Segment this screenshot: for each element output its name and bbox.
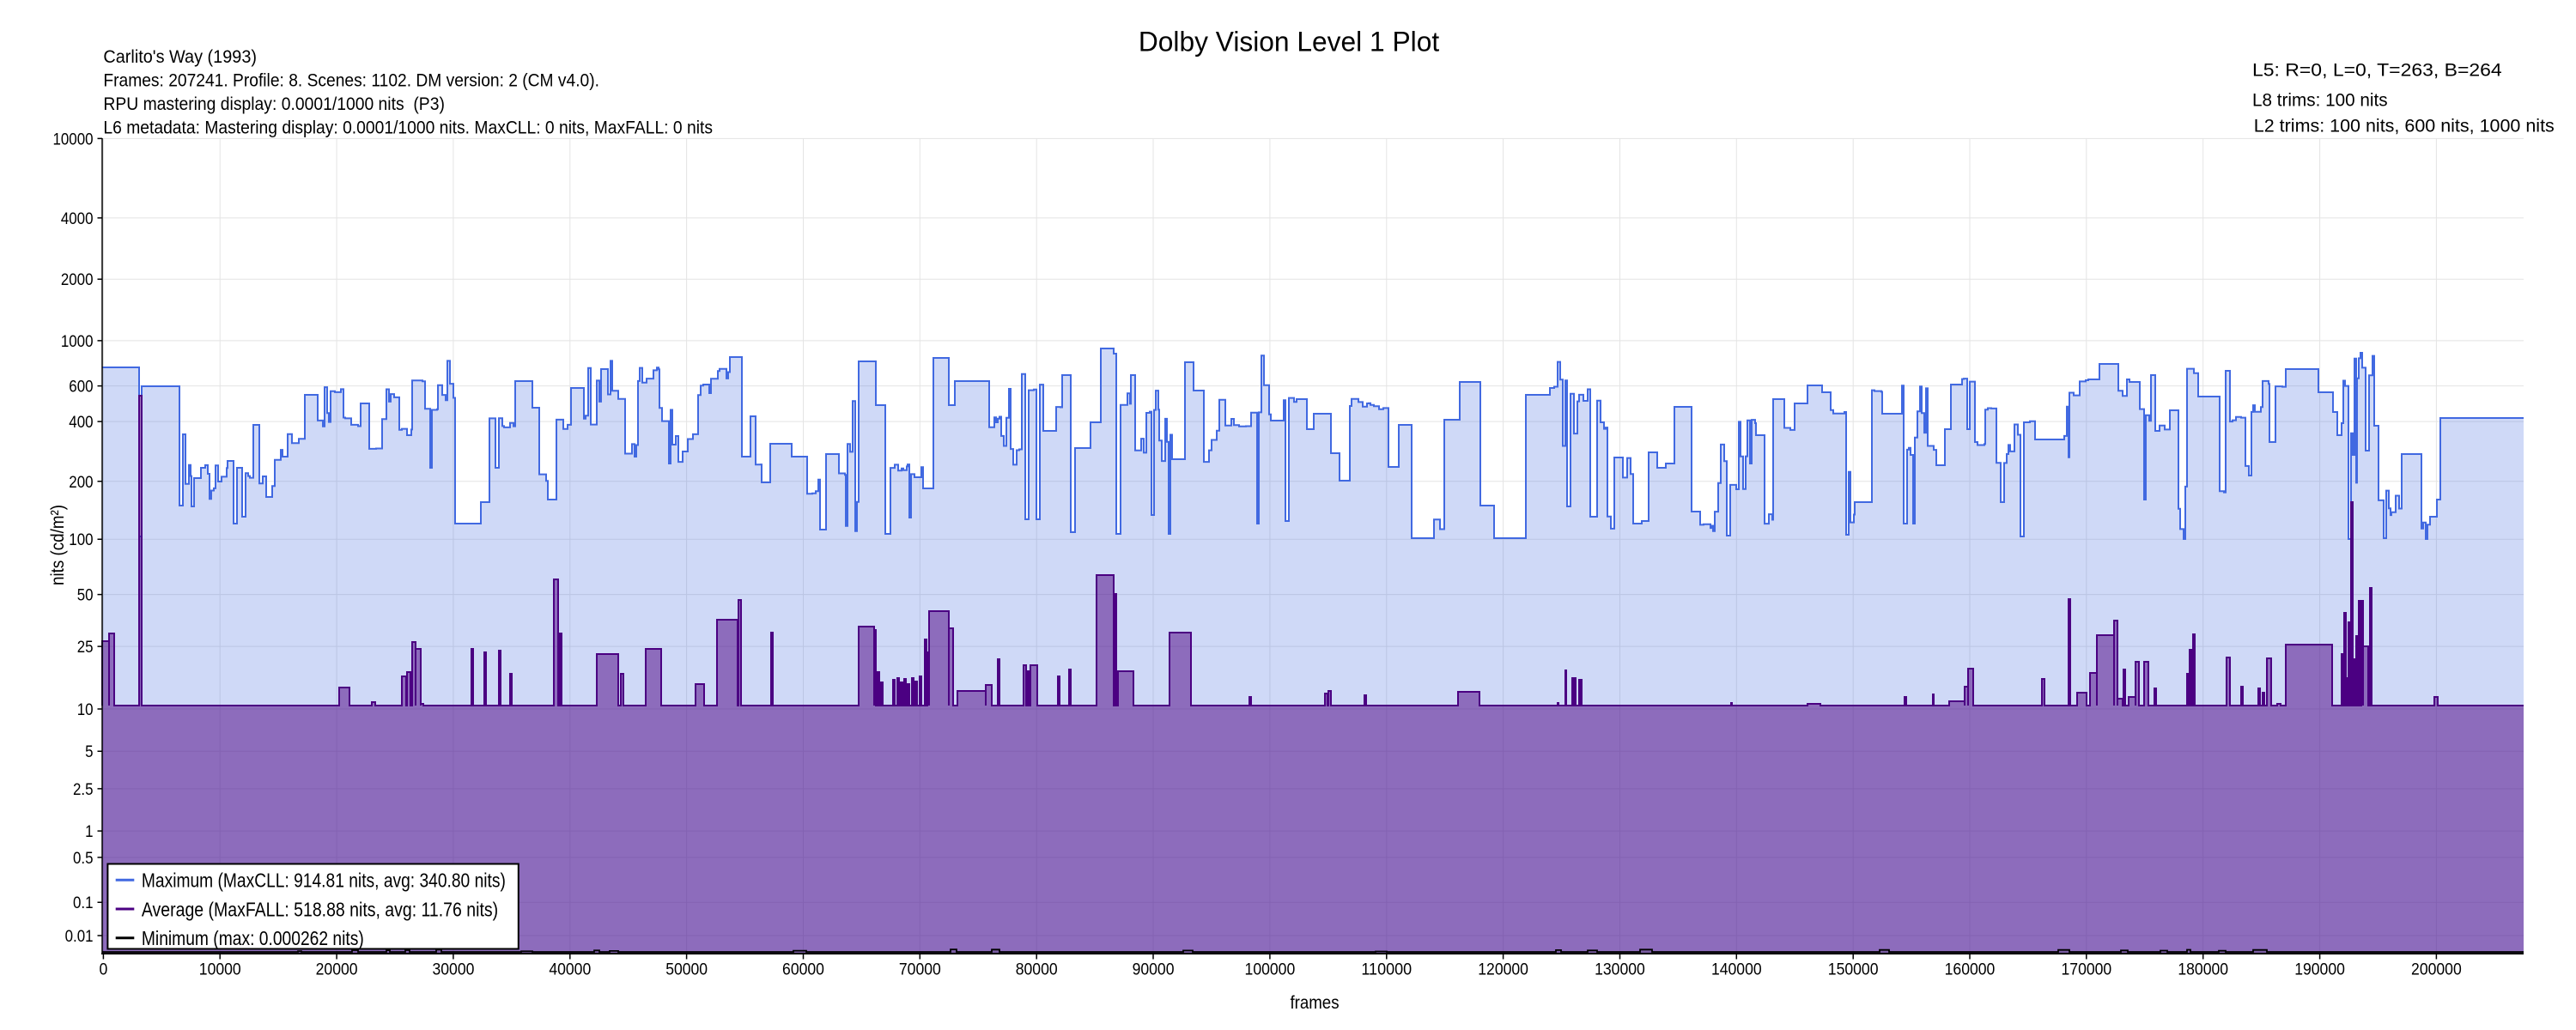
svg-text:25: 25 [77, 638, 94, 657]
svg-text:100: 100 [69, 530, 93, 549]
svg-text:10000: 10000 [53, 130, 94, 148]
svg-text:Maximum (MaxCLL: 914.81 nits,: Maximum (MaxCLL: 914.81 nits, avg: 340.8… [142, 869, 506, 892]
svg-text:RPU mastering display: 0.0001/: RPU mastering display: 0.0001/1000 nits … [103, 94, 445, 114]
svg-text:0.1: 0.1 [73, 894, 94, 912]
svg-text:5: 5 [85, 742, 94, 761]
svg-text:2.5: 2.5 [73, 780, 94, 799]
svg-text:Carlito's Way (1993): Carlito's Way (1993) [103, 46, 257, 67]
svg-text:400: 400 [69, 413, 93, 432]
svg-text:200: 200 [69, 473, 93, 492]
svg-text:40000: 40000 [549, 960, 591, 979]
svg-text:L2 trims: 100 nits, 600 nits,: L2 trims: 100 nits, 600 nits, 1000 nits [2254, 116, 2555, 136]
svg-text:Frames: 207241. Profile: 8. Sc: Frames: 207241. Profile: 8. Scenes: 1102… [103, 70, 599, 91]
svg-text:L5: R=0, L=0, T=263, B=264: L5: R=0, L=0, T=263, B=264 [2252, 59, 2502, 80]
svg-text:0: 0 [100, 960, 108, 979]
svg-text:50000: 50000 [665, 960, 708, 979]
svg-text:frames: frames [1290, 993, 1339, 1013]
svg-text:L8 trims: 100 nits: L8 trims: 100 nits [2252, 89, 2388, 110]
svg-text:140000: 140000 [1711, 960, 1762, 979]
svg-text:130000: 130000 [1595, 960, 1645, 979]
svg-text:150000: 150000 [1828, 960, 1879, 979]
svg-text:20000: 20000 [316, 960, 358, 979]
svg-text:Average (MaxFALL: 518.88 nits,: Average (MaxFALL: 518.88 nits, avg: 11.7… [142, 898, 498, 920]
svg-text:Minimum (max: 0.000262 nits): Minimum (max: 0.000262 nits) [142, 927, 364, 949]
svg-text:170000: 170000 [2062, 960, 2112, 979]
svg-text:200000: 200000 [2411, 960, 2462, 979]
svg-text:160000: 160000 [1945, 960, 1996, 979]
svg-text:190000: 190000 [2294, 960, 2345, 979]
svg-text:10: 10 [77, 700, 94, 719]
svg-text:2000: 2000 [61, 270, 94, 289]
svg-text:0.5: 0.5 [73, 849, 94, 868]
svg-text:110000: 110000 [1361, 960, 1412, 979]
svg-text:60000: 60000 [782, 960, 824, 979]
svg-text:0.01: 0.01 [65, 927, 94, 946]
svg-text:Dolby Vision Level 1 Plot: Dolby Vision Level 1 Plot [1139, 27, 1439, 58]
svg-text:4000: 4000 [61, 209, 94, 228]
svg-text:70000: 70000 [899, 960, 941, 979]
svg-text:L6 metadata: Mastering display: L6 metadata: Mastering display: 0.0001/1… [103, 117, 713, 137]
svg-text:50: 50 [77, 586, 94, 605]
svg-text:nits (cd/m²): nits (cd/m²) [48, 505, 68, 585]
svg-text:90000: 90000 [1133, 960, 1175, 979]
svg-text:180000: 180000 [2178, 960, 2228, 979]
svg-text:120000: 120000 [1478, 960, 1528, 979]
svg-text:1000: 1000 [61, 332, 94, 351]
svg-text:30000: 30000 [433, 960, 475, 979]
svg-text:80000: 80000 [1016, 960, 1058, 979]
svg-text:100000: 100000 [1245, 960, 1296, 979]
svg-text:600: 600 [69, 378, 93, 397]
svg-text:1: 1 [85, 822, 93, 841]
svg-text:10000: 10000 [199, 960, 241, 979]
